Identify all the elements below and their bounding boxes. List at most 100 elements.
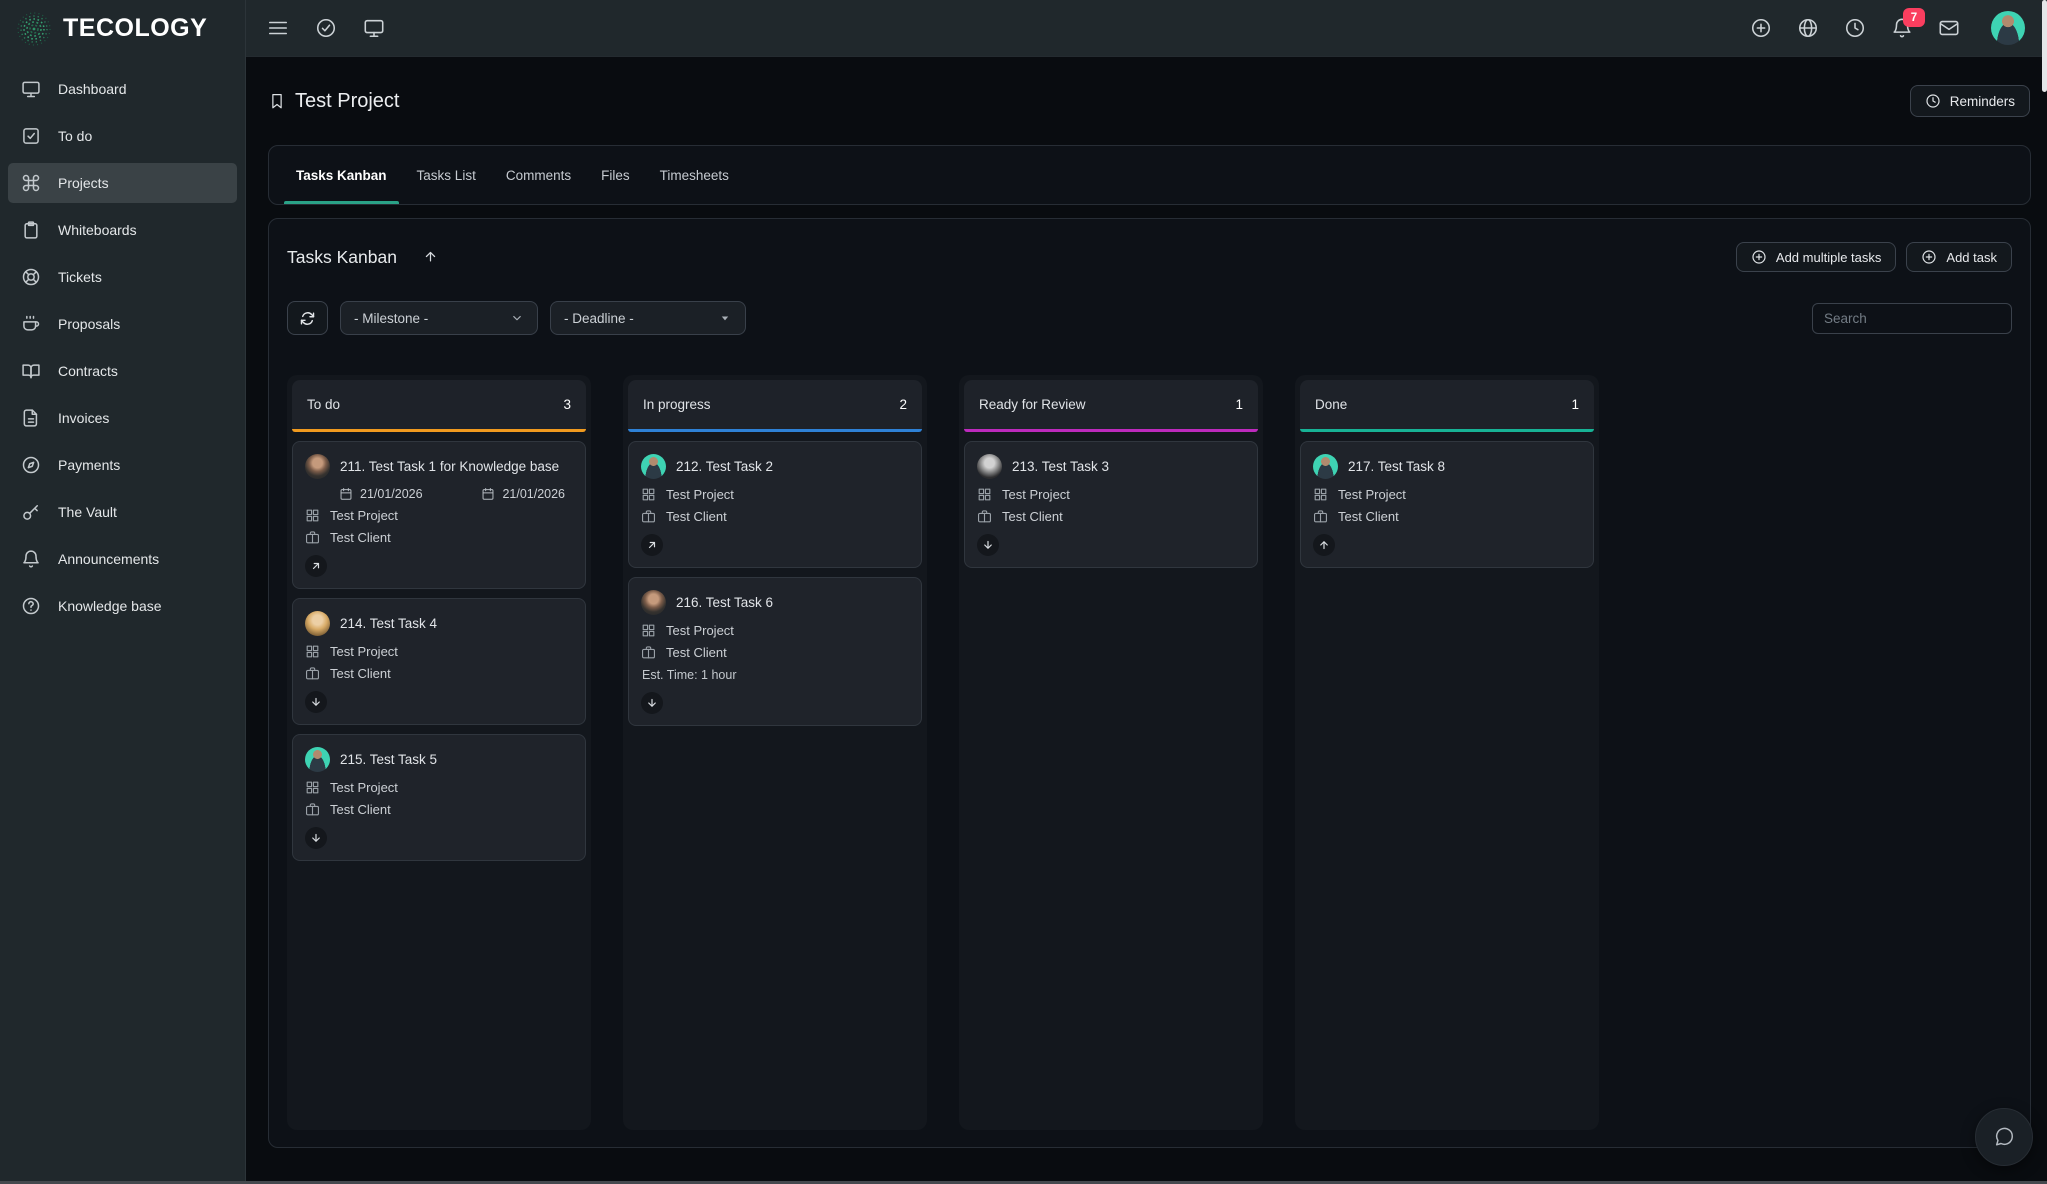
task-project: Test Project — [330, 644, 398, 659]
tab-tasks-list[interactable]: Tasks List — [416, 167, 476, 183]
move-task-button[interactable] — [641, 534, 663, 556]
briefcase-icon — [977, 509, 992, 524]
assignee-avatar — [305, 610, 330, 636]
menu-toggle-button[interactable] — [267, 17, 289, 39]
history-button[interactable] — [1844, 17, 1866, 39]
refresh-button[interactable] — [287, 301, 328, 335]
monitor-icon — [363, 17, 385, 39]
chat-button[interactable] — [1975, 1108, 2033, 1166]
milestone-filter[interactable]: - Milestone - — [340, 301, 538, 335]
tab-tasks-kanban[interactable]: Tasks Kanban — [281, 146, 402, 204]
plus-circle-icon — [1751, 249, 1767, 265]
tab-timesheets[interactable]: Timesheets — [659, 167, 729, 183]
column-name: To do — [307, 397, 341, 412]
sidebar-item-tickets[interactable]: Tickets — [8, 257, 237, 297]
sidebar-item-invoices[interactable]: Invoices — [8, 398, 237, 438]
column-count: 1 — [1235, 397, 1243, 412]
notifications-button[interactable]: 7 — [1891, 8, 1925, 39]
move-task-button[interactable] — [305, 827, 327, 849]
kanban-board: To do 3 211. Test Task 1 for Knowledge b… — [287, 375, 2012, 1130]
assignee-avatar — [641, 589, 666, 615]
task-client: Test Client — [666, 645, 727, 660]
kanban-column-done: Done 1 217. Test Task 8 Test Project Tes… — [1295, 375, 1599, 1130]
sidebar-item-knowledge-base[interactable]: Knowledge base — [8, 586, 237, 626]
move-task-button[interactable] — [977, 534, 999, 556]
brand-name: TECOLOGY — [63, 14, 208, 42]
tab-files[interactable]: Files — [601, 167, 630, 183]
arrow-up-right-icon — [646, 539, 658, 551]
move-task-button[interactable] — [641, 692, 663, 714]
task-card[interactable]: 211. Test Task 1 for Knowledge base 21/0… — [292, 441, 586, 589]
move-task-button[interactable] — [305, 691, 327, 713]
main-content: Test Project Reminders Tasks Kanban Task… — [246, 57, 2047, 1184]
todo-quick-button[interactable] — [315, 17, 337, 39]
grid-icon — [305, 780, 320, 795]
briefcase-icon — [305, 666, 320, 681]
brand[interactable]: TECOLOGY — [0, 0, 245, 57]
mail-icon — [1938, 17, 1960, 39]
tab-comments[interactable]: Comments — [505, 167, 572, 183]
task-client: Test Client — [1002, 509, 1063, 524]
move-task-button[interactable] — [305, 555, 327, 577]
sidebar-item-announcements[interactable]: Announcements — [8, 539, 237, 579]
column-name: Ready for Review — [979, 397, 1086, 412]
sidebar-item-dashboard[interactable]: Dashboard — [8, 69, 237, 109]
add-task-button[interactable]: Add task — [1906, 242, 2012, 272]
task-client: Test Client — [330, 530, 391, 545]
sidebar-item-label: Proposals — [58, 316, 121, 332]
move-task-button[interactable] — [1313, 534, 1335, 556]
command-icon — [21, 173, 41, 193]
task-card[interactable]: 213. Test Task 3 Test Project Test Clien… — [964, 441, 1258, 568]
kanban-column-in-progress: In progress 2 212. Test Task 2 Test Proj… — [623, 375, 927, 1130]
arrow-up-right-icon — [310, 560, 322, 572]
sidebar-item-label: Invoices — [58, 410, 110, 426]
sidebar-item-proposals[interactable]: Proposals — [8, 304, 237, 344]
plus-circle-icon — [1921, 249, 1937, 265]
task-card[interactable]: 217. Test Task 8 Test Project Test Clien… — [1300, 441, 1594, 568]
user-avatar[interactable] — [1991, 11, 2025, 45]
display-button[interactable] — [363, 17, 385, 39]
sidebar-item-label: Whiteboards — [58, 222, 137, 238]
arrow-down-icon — [310, 832, 322, 844]
task-card[interactable]: 215. Test Task 5 Test Project Test Clien… — [292, 734, 586, 861]
calendar-icon — [481, 487, 495, 501]
grid-icon — [305, 644, 320, 659]
sidebar-item-the-vault[interactable]: The Vault — [8, 492, 237, 532]
sidebar-item-contracts[interactable]: Contracts — [8, 351, 237, 391]
task-card[interactable]: 216. Test Task 6 Test Project Test Clien… — [628, 577, 922, 726]
task-card[interactable]: 214. Test Task 4 Test Project Test Clien… — [292, 598, 586, 725]
column-count: 1 — [1571, 397, 1579, 412]
task-project: Test Project — [330, 780, 398, 795]
topbar-right-icons: 7 — [1750, 8, 2025, 45]
clipboard-icon — [21, 220, 41, 240]
scrollbar-thumb[interactable] — [2042, 0, 2047, 92]
sidebar-item-payments[interactable]: Payments — [8, 445, 237, 485]
reminders-button[interactable]: Reminders — [1909, 85, 2030, 117]
language-button[interactable] — [1797, 17, 1819, 39]
messages-button[interactable] — [1938, 17, 1960, 39]
task-project: Test Project — [666, 623, 734, 638]
add-multiple-tasks-button[interactable]: Add multiple tasks — [1735, 242, 1897, 272]
sidebar-item-label: Projects — [58, 175, 109, 191]
sidebar-item-projects[interactable]: Projects — [8, 163, 237, 203]
estimated-time: Est. Time: 1 hour — [642, 668, 737, 682]
window-bottom-edge — [0, 1181, 2047, 1184]
arrow-up-icon — [1318, 539, 1330, 551]
task-card[interactable]: 212. Test Task 2 Test Project Test Clien… — [628, 441, 922, 568]
bookmark-icon — [268, 92, 286, 110]
sidebar-item-whiteboards[interactable]: Whiteboards — [8, 210, 237, 250]
deadline-filter[interactable]: - Deadline - — [550, 301, 746, 335]
grid-icon — [977, 487, 992, 502]
quick-add-button[interactable] — [1750, 17, 1772, 39]
assignee-avatar — [1313, 453, 1338, 479]
grid-icon — [1313, 487, 1328, 502]
task-dates: 21/01/2026 21/01/2026 — [339, 487, 565, 501]
sidebar-item-label: Dashboard — [58, 81, 127, 97]
task-title: 216. Test Task 6 — [676, 594, 774, 610]
sidebar-item-todo[interactable]: To do — [8, 116, 237, 156]
task-title: 212. Test Task 2 — [676, 458, 774, 474]
sidebar: TECOLOGY Dashboard To do Projects Whiteb… — [0, 0, 246, 1184]
search-input[interactable] — [1812, 302, 2012, 334]
column-count: 3 — [563, 397, 571, 412]
collapse-section-button[interactable] — [423, 249, 439, 265]
